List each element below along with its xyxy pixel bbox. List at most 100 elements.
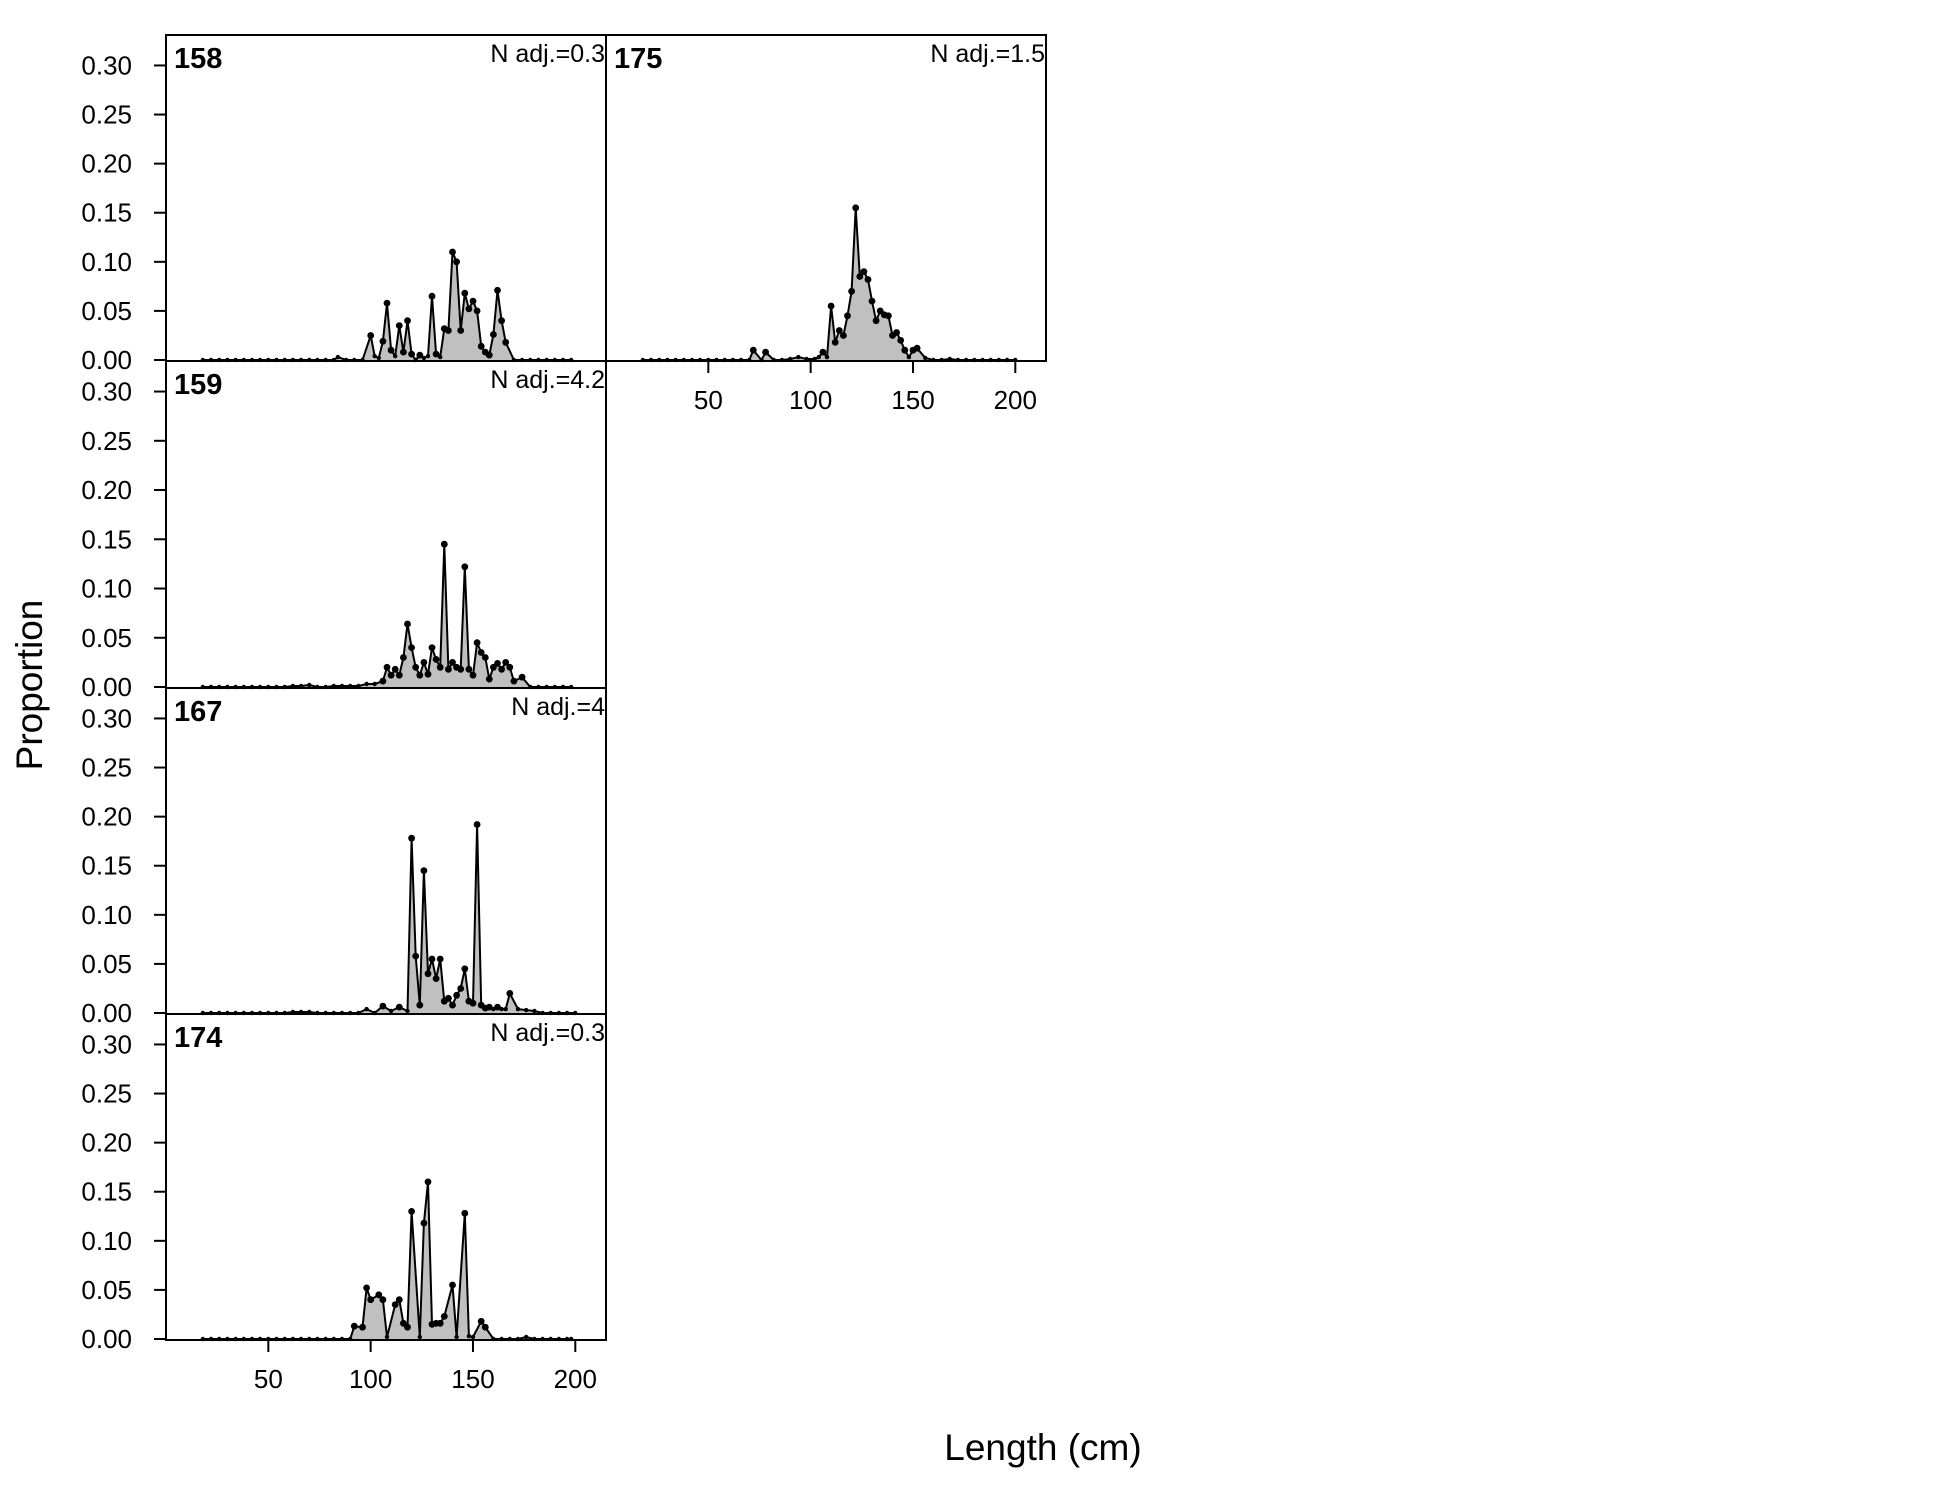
data-point-175-34 xyxy=(860,268,868,275)
y-tick-label-174-4: 0.20 xyxy=(81,1128,132,1158)
data-point-174-49 xyxy=(524,1334,529,1340)
y-tick-label-167-0: 0.00 xyxy=(81,998,132,1028)
data-point-159-54 xyxy=(510,677,518,685)
data-point-174-25 xyxy=(384,1334,390,1340)
data-point-158-35 xyxy=(425,353,431,359)
data-point-159-42 xyxy=(461,563,469,571)
data-point-159-52 xyxy=(502,659,510,666)
panel-167: 0.00 0.05 0.10 0.15 0.20 0.25 0.30 167 N adj.=4 xyxy=(81,687,607,1028)
data-point-167-22 xyxy=(379,1002,387,1010)
data-point-174-32 xyxy=(420,1219,428,1227)
data-point-167-38 xyxy=(457,985,465,992)
panel-frame-174 xyxy=(165,1013,607,1341)
data-point-175-24 xyxy=(819,348,827,356)
data-point-159-44 xyxy=(469,671,477,679)
panel-label-175: 175 xyxy=(614,43,662,75)
data-point-175-29 xyxy=(840,332,847,339)
data-point-158-50 xyxy=(485,351,493,359)
data-point-158-37 xyxy=(432,350,440,358)
x-tick-label-175-3: 200 xyxy=(994,385,1037,415)
data-point-175-30 xyxy=(844,312,851,320)
data-point-175-26 xyxy=(827,302,835,310)
x-tick-label-175-0: 50 xyxy=(694,385,723,415)
y-tick-label-159-3: 0.15 xyxy=(81,524,132,554)
data-point-159-22 xyxy=(379,677,387,685)
data-point-174-30 xyxy=(408,1208,415,1215)
data-point-159-28 xyxy=(404,620,411,628)
y-tick-label-174-2: 0.10 xyxy=(81,1226,132,1256)
y-tick-label-167-6: 0.30 xyxy=(81,703,132,733)
data-point-158-28 xyxy=(395,322,403,329)
data-point-159-32 xyxy=(420,659,428,666)
data-point-174-22 xyxy=(367,1296,375,1304)
data-point-167-41 xyxy=(469,999,477,1007)
data-point-159-55 xyxy=(518,673,526,681)
data-point-167-51 xyxy=(515,1006,521,1012)
data-point-159-31 xyxy=(416,671,424,679)
panel-label-158: 158 xyxy=(174,43,222,75)
n-adj-label-175: N adj.=1.5 xyxy=(930,40,1045,68)
data-point-174-39 xyxy=(454,1334,459,1340)
data-point-158-31 xyxy=(408,350,415,358)
data-point-158-34 xyxy=(421,355,427,361)
data-point-167-36 xyxy=(449,1001,456,1009)
data-point-167-45 xyxy=(485,1003,493,1011)
panel-label-159: 159 xyxy=(174,369,222,401)
data-point-167-39 xyxy=(461,965,469,973)
data-point-159-23 xyxy=(383,663,391,671)
data-point-158-23 xyxy=(376,355,381,361)
data-point-158-42 xyxy=(453,258,460,266)
panel-174: 0.00 0.05 0.10 0.15 0.20 0.25 0.30 50 100 150 200 1… xyxy=(81,1013,607,1394)
panel-159: 0.00 0.05 0.10 0.15 0.20 0.25 0.30 159 N adj.=4.… xyxy=(81,360,607,702)
data-point-175-16 xyxy=(762,348,769,356)
data-point-158-24 xyxy=(379,337,387,345)
y-tick-label-174-3: 0.15 xyxy=(81,1177,132,1207)
data-point-175-47 xyxy=(913,344,921,352)
data-point-167-30 xyxy=(424,970,432,978)
data-point-158-21 xyxy=(367,332,375,339)
data-point-174-20 xyxy=(359,1323,366,1331)
data-point-175-44 xyxy=(901,346,909,354)
data-point-167-37 xyxy=(453,991,460,999)
data-point-174-38 xyxy=(449,1281,456,1289)
data-point-159-43 xyxy=(465,665,473,673)
data-point-158-33 xyxy=(416,351,424,359)
panel-frame-159 xyxy=(165,360,607,689)
data-point-158-26 xyxy=(387,346,395,354)
panel-175: 50 100 150 200 175 N adj.=1.5 xyxy=(605,34,1047,415)
data-point-159-30 xyxy=(412,663,420,671)
data-point-158-41 xyxy=(449,248,456,256)
y-tick-label-167-3: 0.15 xyxy=(81,851,132,881)
data-point-167-52 xyxy=(524,1007,529,1013)
y-tick-label-159-0: 0.00 xyxy=(81,672,132,702)
data-point-158-46 xyxy=(469,297,477,305)
area-fill-174 xyxy=(202,1181,572,1339)
data-point-174-33 xyxy=(424,1178,432,1186)
data-point-159-26 xyxy=(395,671,403,679)
data-point-159-53 xyxy=(506,663,514,671)
data-point-159-36 xyxy=(436,663,444,671)
y-tick-label-174-1: 0.05 xyxy=(81,1275,132,1305)
y-tick-label-158-1: 0.05 xyxy=(81,296,132,326)
data-point-174-21 xyxy=(363,1284,370,1292)
data-point-158-25 xyxy=(383,299,391,307)
data-point-175-23 xyxy=(816,354,821,360)
data-point-175-28 xyxy=(835,327,843,334)
data-point-159-24 xyxy=(387,671,395,679)
data-point-175-14 xyxy=(749,346,757,354)
y-tick-label-174-6: 0.30 xyxy=(81,1029,132,1059)
data-point-167-29 xyxy=(420,867,428,874)
y-tick-label-158-2: 0.10 xyxy=(81,247,132,277)
data-point-175-36 xyxy=(868,297,876,305)
y-tick-label-167-4: 0.20 xyxy=(81,802,132,832)
data-point-175-33 xyxy=(856,273,864,280)
data-point-159-25 xyxy=(391,665,399,673)
data-point-175-27 xyxy=(831,338,839,346)
data-point-158-52 xyxy=(494,286,501,294)
data-point-158-38 xyxy=(438,354,443,360)
data-point-158-44 xyxy=(461,289,469,297)
n-adj-label-159: N adj.=4.2 xyxy=(490,366,605,394)
data-point-159-21 xyxy=(372,681,377,687)
data-point-158-40 xyxy=(445,327,452,334)
data-point-158-36 xyxy=(428,292,436,300)
